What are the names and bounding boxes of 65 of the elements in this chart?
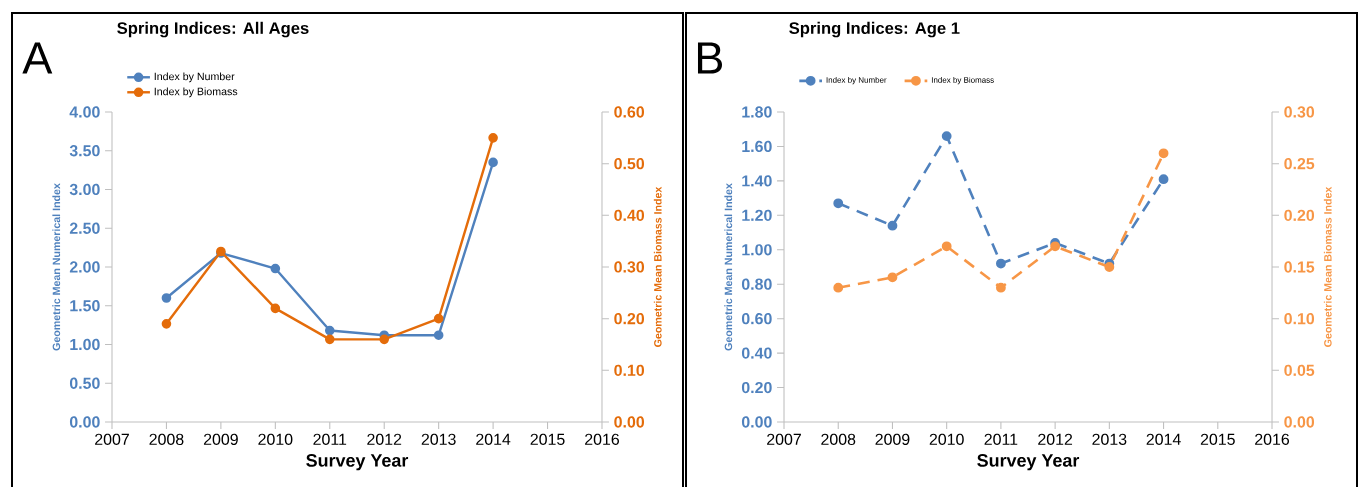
x-tick-label: 2012 bbox=[367, 433, 402, 445]
y2-tick-label: 0.20 bbox=[614, 313, 645, 325]
y2-tick-label: 0.60 bbox=[614, 106, 645, 118]
y2-tick-label: 0.15 bbox=[1284, 261, 1315, 273]
x-tick-label: 2013 bbox=[1092, 433, 1127, 445]
x-tick-label: 2011 bbox=[984, 433, 1018, 445]
y-axis-title: Geometric Mean Numerical Index bbox=[52, 183, 61, 351]
legend-label: Index by Biomass bbox=[154, 87, 238, 98]
y2-tick-label: 0.10 bbox=[1284, 313, 1315, 325]
x-tick-label: 2013 bbox=[421, 433, 456, 445]
x-tick-label: 2009 bbox=[203, 433, 238, 445]
y-tick-label: 0.00 bbox=[741, 416, 772, 428]
y-tick-label: 1.00 bbox=[742, 244, 772, 256]
x-tick-label: 2016 bbox=[1255, 433, 1290, 445]
x-tick-label: 2007 bbox=[95, 433, 129, 445]
y-tick-label: 0.80 bbox=[741, 278, 772, 290]
x-axis-title: Survey Year bbox=[306, 454, 409, 471]
x-tick-label: 2015 bbox=[1200, 433, 1235, 445]
y-tick-label: 2.50 bbox=[69, 222, 100, 234]
y2-axis-title: Geometric Mean Biomass Index bbox=[653, 186, 662, 347]
y2-axis-title: Geometric Mean Biomass Index bbox=[1323, 186, 1332, 347]
y-tick-label: 0.60 bbox=[741, 313, 772, 325]
y-tick-label: 0.00 bbox=[69, 416, 100, 428]
y-tick-label: 1.00 bbox=[70, 338, 100, 351]
y-tick-label: 1.60 bbox=[742, 140, 772, 153]
x-tick-label: 2008 bbox=[821, 433, 856, 445]
y-tick-label: 1.80 bbox=[742, 106, 772, 118]
legend-label: Index by Number bbox=[154, 72, 235, 83]
x-tick-label: 2009 bbox=[875, 433, 910, 445]
text: B bbox=[697, 42, 723, 74]
y2-tick-label: 0.00 bbox=[1284, 416, 1315, 428]
chart-title: Spring Indices: Age 1 bbox=[789, 21, 960, 38]
x-tick-label: 2011 bbox=[313, 433, 347, 445]
y2-tick-label: 0.00 bbox=[614, 416, 645, 428]
y2-tick-label: 0.50 bbox=[614, 158, 645, 170]
y2-tick-label: 0.30 bbox=[614, 261, 645, 273]
text: A bbox=[22, 42, 53, 74]
y-tick-label: 0.40 bbox=[741, 347, 772, 359]
x-tick-label: 2007 bbox=[767, 433, 801, 445]
x-tick-label: 2015 bbox=[530, 433, 565, 445]
x-tick-label: 2012 bbox=[1038, 433, 1073, 445]
y2-tick-label: 0.25 bbox=[1284, 158, 1315, 170]
y2-tick-label: 0.20 bbox=[1284, 209, 1315, 221]
x-tick-label: 2010 bbox=[258, 433, 293, 445]
y-tick-label: 3.50 bbox=[69, 145, 100, 157]
x-tick-label: 2014 bbox=[476, 433, 511, 445]
y2-tick-label: 0.05 bbox=[1284, 364, 1315, 376]
y-axis-title: Geometric Mean Numerical Index bbox=[724, 183, 733, 351]
y-tick-label: 1.50 bbox=[70, 300, 100, 312]
y-tick-label: 3.00 bbox=[69, 183, 100, 196]
y-tick-label: 0.20 bbox=[741, 381, 772, 394]
x-tick-label: 2016 bbox=[585, 433, 620, 445]
y2-tick-label: 0.10 bbox=[614, 364, 645, 376]
y-tick-label: 0.50 bbox=[69, 377, 100, 389]
y-tick-label: 4.00 bbox=[69, 106, 100, 118]
y-tick-label: 2.00 bbox=[69, 261, 100, 273]
x-tick-label: 2008 bbox=[149, 433, 184, 445]
x-tick-label: 2014 bbox=[1146, 433, 1181, 445]
chart-title: Spring Indices: All Ages bbox=[117, 21, 309, 38]
x-axis-title: Survey Year bbox=[977, 454, 1080, 471]
y-tick-label: 1.20 bbox=[742, 209, 772, 221]
x-tick-label: 2010 bbox=[929, 433, 964, 445]
y2-tick-label: 0.40 bbox=[614, 209, 645, 221]
y-tick-label: 1.40 bbox=[742, 175, 772, 187]
y2-tick-label: 0.30 bbox=[1284, 106, 1315, 118]
